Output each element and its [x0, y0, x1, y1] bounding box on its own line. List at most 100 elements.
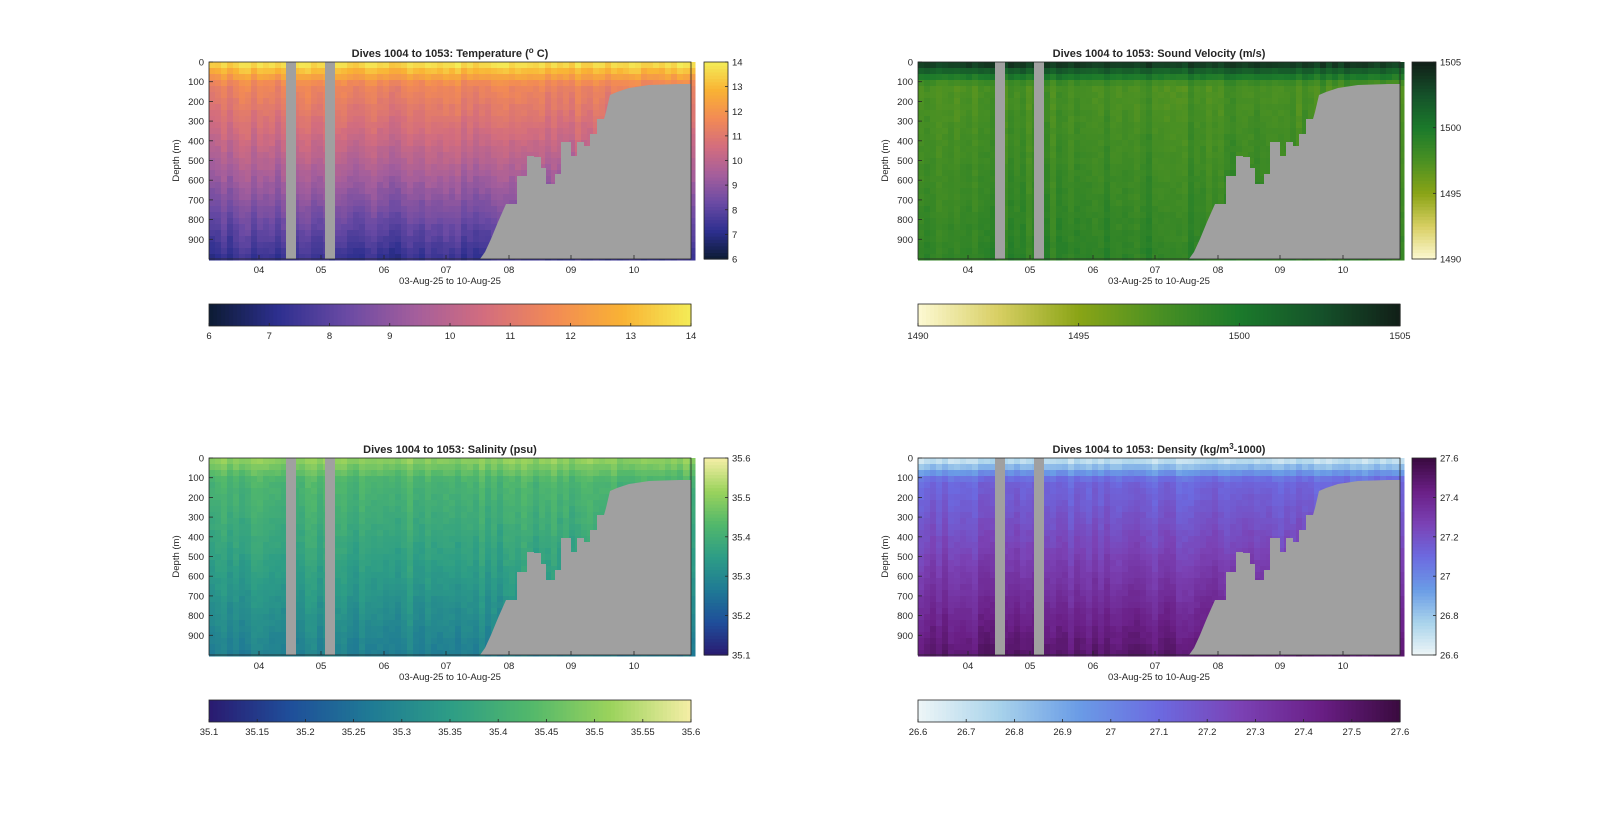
heatmap-cell [1128, 236, 1135, 243]
heatmap-cell [1128, 194, 1135, 201]
heatmap-cell [1014, 146, 1021, 153]
heatmap-cell [239, 116, 246, 123]
heatmap-cell [245, 170, 252, 177]
heatmap-cell [1260, 152, 1267, 159]
heatmap-cell [431, 134, 438, 141]
heatmap-cell [221, 116, 228, 123]
heatmap-cell [1254, 92, 1261, 99]
heatmap-cell [467, 182, 474, 189]
heatmap-cell [557, 62, 564, 69]
heatmap-cell [1260, 164, 1267, 171]
heatmap-cell [1152, 236, 1159, 243]
heatmap-cell [1158, 218, 1165, 225]
heatmap-cell [359, 62, 366, 69]
heatmap-cell [401, 122, 408, 129]
heatmap-cell [377, 68, 384, 75]
heatmap-cell [1188, 242, 1195, 249]
heatmap-cell [1218, 98, 1225, 105]
heatmap-cell [245, 146, 252, 153]
heatmap-cell [1056, 188, 1063, 195]
heatmap-cell [1170, 146, 1177, 153]
heatmap-cell [918, 80, 925, 87]
heatmap-cell [293, 170, 300, 177]
heatmap-cell [425, 194, 432, 201]
heatmap-cell [443, 74, 450, 81]
heatmap-cell [599, 92, 606, 99]
heatmap-cell [371, 110, 378, 117]
heatmap-cell [1284, 98, 1291, 105]
heatmap-cell [978, 128, 985, 135]
heatmap-cell [437, 170, 444, 177]
heatmap-cell [437, 140, 444, 147]
heatmap-cell [1164, 170, 1171, 177]
heatmap-cell [1098, 110, 1105, 117]
heatmap-cell [587, 92, 594, 99]
heatmap-cell [1266, 62, 1273, 69]
heatmap-cell [1026, 230, 1033, 237]
heatmap-cell [377, 200, 384, 207]
heatmap-cell [215, 218, 222, 225]
heatmap-cell [1062, 74, 1069, 81]
heatmap-cell [924, 182, 931, 189]
heatmap-cell [443, 212, 450, 219]
heatmap-cell [389, 212, 396, 219]
heatmap-cell [984, 188, 991, 195]
heatmap-cell [1116, 254, 1123, 261]
heatmap-cell [942, 98, 949, 105]
heatmap-cell [299, 176, 306, 183]
heatmap-cell [239, 170, 246, 177]
heatmap-cell [1110, 248, 1117, 255]
heatmap-cell [1044, 248, 1051, 255]
heatmap-cell [227, 176, 234, 183]
heatmap-cell [473, 248, 480, 255]
heatmap-cell [491, 212, 498, 219]
heatmap-cell [515, 122, 522, 129]
heatmap-cell [936, 212, 943, 219]
colorbar-segment [704, 245, 728, 250]
heatmap-cell [377, 116, 384, 123]
heatmap-cell [1230, 170, 1237, 177]
heatmap-cell [551, 176, 558, 183]
colorbar-segment [704, 84, 728, 89]
heatmap-cell [1104, 146, 1111, 153]
heatmap-cell [1014, 122, 1021, 129]
heatmap-cell [966, 164, 973, 171]
heatmap-cell [437, 86, 444, 93]
heatmap-cell [503, 158, 510, 165]
heatmap-cell [221, 194, 228, 201]
heatmap-cell [431, 152, 438, 159]
heatmap-cell [984, 80, 991, 87]
colorbar-segment [273, 304, 278, 326]
heatmap-cell [497, 92, 504, 99]
heatmap-cell [1212, 62, 1219, 69]
heatmap-cell [918, 104, 925, 111]
heatmap-cell [575, 74, 582, 81]
heatmap-cell [924, 98, 931, 105]
heatmap-cell [419, 164, 426, 171]
heatmap-cell [1008, 86, 1015, 93]
heatmap-cell [1116, 62, 1123, 69]
heatmap-cell [521, 86, 528, 93]
colorbar-segment [704, 157, 728, 162]
heatmap-cell [245, 68, 252, 75]
colorbar-segment [704, 147, 728, 152]
heatmap-cell [936, 230, 943, 237]
heatmap-cell [936, 224, 943, 231]
heatmap-cell [1236, 128, 1243, 135]
heatmap-cell [629, 68, 636, 75]
heatmap-cell [353, 80, 360, 87]
heatmap-cell [936, 74, 943, 81]
heatmap-cell [930, 218, 937, 225]
heatmap-cell [1044, 92, 1051, 99]
heatmap-cell [1122, 164, 1129, 171]
heatmap-cell [1140, 254, 1147, 261]
heatmap-cell [1080, 200, 1087, 207]
colorbar-segment [618, 304, 624, 326]
heatmap-cell [215, 146, 222, 153]
heatmap-cell [221, 86, 228, 93]
heatmap-cell [233, 74, 240, 81]
heatmap-cell [293, 182, 300, 189]
heatmap-cell [407, 122, 414, 129]
heatmap-cell [473, 134, 480, 141]
heatmap-cell [473, 152, 480, 159]
